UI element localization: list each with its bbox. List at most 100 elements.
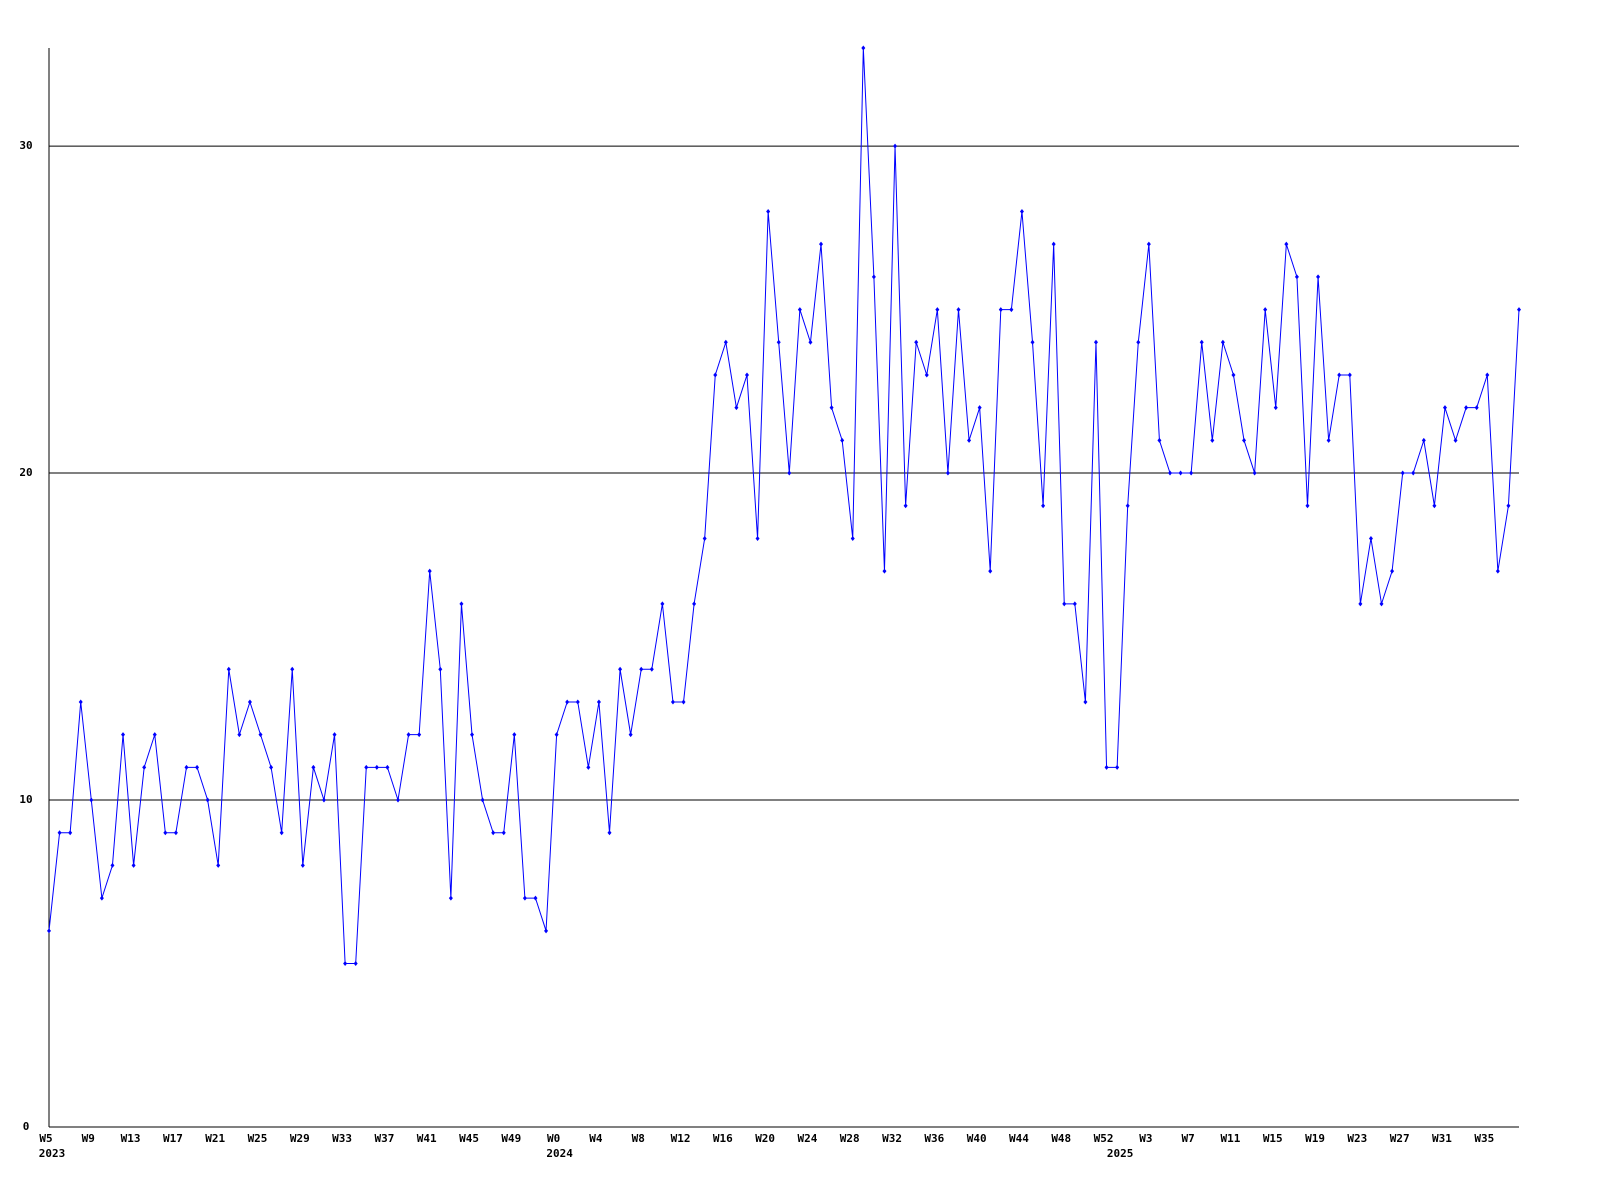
data-point xyxy=(300,862,305,868)
x-tick-label: W44 xyxy=(1009,1132,1029,1145)
data-point xyxy=(438,666,443,672)
data-point xyxy=(321,797,326,803)
data-point xyxy=(480,797,485,803)
data-point xyxy=(1506,503,1511,509)
data-point xyxy=(766,208,771,214)
data-point xyxy=(861,45,866,51)
data-point xyxy=(924,372,929,378)
data-point xyxy=(258,732,263,738)
data-point xyxy=(903,503,908,509)
data-point xyxy=(395,797,400,803)
data-point xyxy=(131,862,136,868)
x-year-label: 2024 xyxy=(546,1147,573,1160)
data-point xyxy=(1199,339,1204,345)
data-point xyxy=(417,732,422,738)
data-point xyxy=(1009,307,1014,313)
data-point xyxy=(311,764,316,770)
data-point xyxy=(1178,470,1183,476)
x-tick-label: W33 xyxy=(332,1132,352,1145)
data-point xyxy=(57,830,62,836)
data-point xyxy=(544,928,549,934)
x-tick-label: W19 xyxy=(1305,1132,1325,1145)
data-point xyxy=(1136,339,1141,345)
data-point xyxy=(332,732,337,738)
data-point xyxy=(1316,274,1321,280)
data-point xyxy=(1379,601,1384,607)
data-point xyxy=(988,568,993,574)
data-point xyxy=(945,470,950,476)
data-point xyxy=(554,732,559,738)
data-point xyxy=(914,339,919,345)
data-point xyxy=(893,143,898,149)
data-point xyxy=(226,666,231,672)
data-point xyxy=(797,307,802,313)
x-tick-label: W37 xyxy=(374,1132,394,1145)
data-point xyxy=(216,862,221,868)
data-point xyxy=(1305,503,1310,509)
data-point xyxy=(184,764,189,770)
data-point xyxy=(850,535,855,541)
data-point xyxy=(1062,601,1067,607)
data-point xyxy=(522,895,527,901)
data-point xyxy=(1157,437,1162,443)
x-tick-label: W31 xyxy=(1432,1132,1452,1145)
data-point xyxy=(1453,437,1458,443)
data-point xyxy=(512,732,517,738)
data-point xyxy=(279,830,284,836)
data-point xyxy=(1083,699,1088,705)
data-point xyxy=(1411,470,1416,476)
x-tick-label: W4 xyxy=(589,1132,603,1145)
data-point xyxy=(269,764,274,770)
data-point xyxy=(1474,405,1479,411)
data-point xyxy=(1030,339,1035,345)
data-point xyxy=(1284,241,1289,247)
x-tick-label: W7 xyxy=(1182,1132,1195,1145)
data-point xyxy=(1464,405,1469,411)
data-point xyxy=(681,699,686,705)
x-tick-label: W25 xyxy=(248,1132,268,1145)
data-point xyxy=(1041,503,1046,509)
data-point xyxy=(353,961,358,967)
x-tick-label: W49 xyxy=(501,1132,521,1145)
data-point xyxy=(1337,372,1342,378)
data-point xyxy=(649,666,654,672)
data-point xyxy=(142,764,147,770)
x-tick-label: W11 xyxy=(1221,1132,1241,1145)
x-tick-label: W13 xyxy=(121,1132,141,1145)
data-point xyxy=(121,732,126,738)
data-point xyxy=(1390,568,1395,574)
data-point xyxy=(871,274,876,280)
x-tick-label: W24 xyxy=(798,1132,818,1145)
x-tick-label: W32 xyxy=(882,1132,902,1145)
x-tick-label: W20 xyxy=(755,1132,775,1145)
data-point xyxy=(935,307,940,313)
data-point xyxy=(374,764,379,770)
data-point xyxy=(1517,307,1521,313)
x-tick-label: W9 xyxy=(82,1132,95,1145)
data-point xyxy=(1326,437,1331,443)
x-tick-label: W15 xyxy=(1263,1132,1283,1145)
data-point xyxy=(1294,274,1299,280)
data-point xyxy=(385,764,390,770)
data-point xyxy=(1347,372,1352,378)
x-tick-label: W27 xyxy=(1390,1132,1410,1145)
x-tick-label: W52 xyxy=(1094,1132,1114,1145)
data-point xyxy=(1421,437,1426,443)
data-point xyxy=(639,666,644,672)
data-point xyxy=(755,535,760,541)
x-tick-label: W40 xyxy=(967,1132,987,1145)
data-point xyxy=(575,699,580,705)
y-tick-label: 0 xyxy=(23,1120,30,1133)
data-point xyxy=(596,699,601,705)
data-point xyxy=(829,405,834,411)
data-point xyxy=(956,307,961,313)
data-point xyxy=(670,699,675,705)
data-point xyxy=(459,601,464,607)
x-tick-label: W17 xyxy=(163,1132,183,1145)
data-point xyxy=(840,437,845,443)
data-point xyxy=(882,568,887,574)
data-point xyxy=(1019,208,1024,214)
data-point xyxy=(1368,535,1373,541)
